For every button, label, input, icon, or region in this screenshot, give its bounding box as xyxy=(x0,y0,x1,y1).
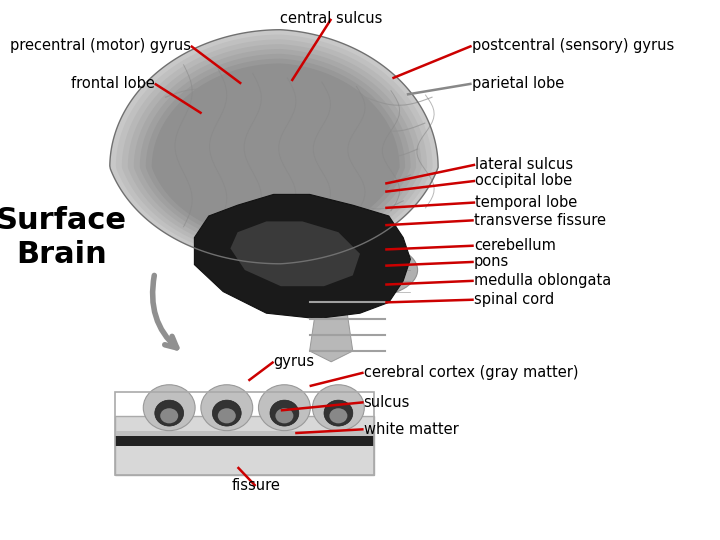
Text: parietal lobe: parietal lobe xyxy=(472,76,564,91)
Ellipse shape xyxy=(312,384,364,431)
Ellipse shape xyxy=(270,400,299,426)
Text: Surface
Brain: Surface Brain xyxy=(0,206,127,269)
Ellipse shape xyxy=(276,408,294,423)
Polygon shape xyxy=(145,59,405,244)
Ellipse shape xyxy=(143,384,195,431)
Polygon shape xyxy=(194,194,410,319)
Text: cerebral cortex (gray matter): cerebral cortex (gray matter) xyxy=(364,365,578,380)
Text: occipital lobe: occipital lobe xyxy=(475,173,572,188)
Polygon shape xyxy=(140,54,410,247)
Text: precentral (motor) gyrus: precentral (motor) gyrus xyxy=(10,38,191,53)
Text: postcentral (sensory) gyrus: postcentral (sensory) gyrus xyxy=(472,38,674,53)
Ellipse shape xyxy=(258,384,310,431)
Text: lateral sulcus: lateral sulcus xyxy=(475,157,573,172)
FancyBboxPatch shape xyxy=(115,431,374,436)
FancyBboxPatch shape xyxy=(115,416,374,475)
Text: pons: pons xyxy=(474,254,509,269)
Polygon shape xyxy=(134,49,416,251)
FancyBboxPatch shape xyxy=(115,436,374,446)
Ellipse shape xyxy=(317,243,418,297)
Text: gyrus: gyrus xyxy=(274,354,315,369)
Ellipse shape xyxy=(329,408,347,423)
Text: spinal cord: spinal cord xyxy=(474,292,554,307)
Polygon shape xyxy=(152,63,400,240)
Polygon shape xyxy=(310,302,353,362)
Text: fissure: fissure xyxy=(231,478,280,494)
Text: cerebellum: cerebellum xyxy=(474,238,556,253)
Ellipse shape xyxy=(201,384,253,431)
Text: white matter: white matter xyxy=(364,422,459,437)
Ellipse shape xyxy=(218,408,236,423)
Ellipse shape xyxy=(212,400,241,426)
Polygon shape xyxy=(230,221,360,286)
Text: temporal lobe: temporal lobe xyxy=(475,195,577,210)
Ellipse shape xyxy=(324,400,353,426)
Polygon shape xyxy=(122,39,427,257)
Text: sulcus: sulcus xyxy=(364,395,410,410)
Text: transverse fissure: transverse fissure xyxy=(474,213,606,228)
Ellipse shape xyxy=(155,400,184,426)
Polygon shape xyxy=(116,35,433,260)
Ellipse shape xyxy=(160,408,179,423)
Polygon shape xyxy=(110,30,438,264)
Text: medulla oblongata: medulla oblongata xyxy=(474,273,611,288)
Polygon shape xyxy=(127,44,422,254)
Text: frontal lobe: frontal lobe xyxy=(71,76,155,91)
Text: central sulcus: central sulcus xyxy=(280,11,382,26)
